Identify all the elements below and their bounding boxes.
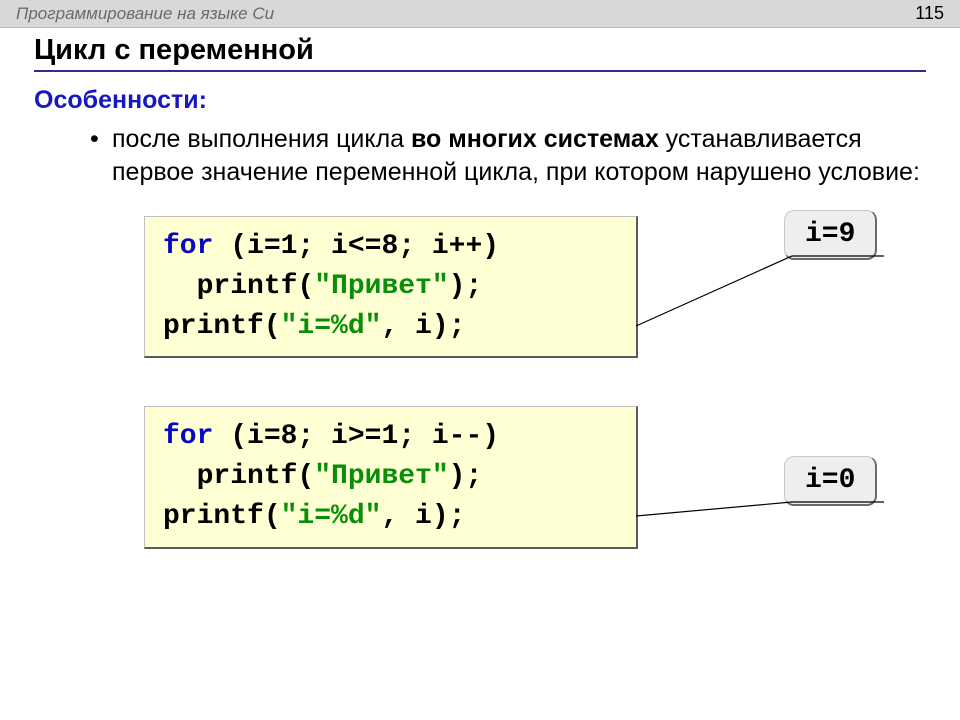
leader-line-2 (144, 406, 960, 566)
bullet-text-1: после выполнения цикла (112, 125, 411, 153)
page-title: Цикл с переменной (34, 34, 926, 72)
title-region: Цикл с переменной (0, 28, 960, 72)
code-region-1: for (i=1; i<=8; i++) printf("Привет"); p… (144, 216, 926, 358)
bullet-text-bold: во многих системах (411, 125, 659, 153)
content: Особенности: после выполнения цикла во м… (0, 72, 960, 549)
topbar-subject: Программирование на языке Си (16, 4, 274, 24)
code-region-2: for (i=8; i>=1; i--) printf("Привет"); p… (144, 406, 926, 548)
bullet-list: после выполнения цикла во многих система… (90, 123, 926, 188)
subheading: Особенности: (34, 86, 926, 115)
topbar: Программирование на языке Си 115 (0, 0, 960, 28)
bullet-item: после выполнения цикла во многих система… (90, 123, 926, 188)
leader-line-1 (144, 216, 960, 376)
page-number: 115 (915, 3, 944, 24)
